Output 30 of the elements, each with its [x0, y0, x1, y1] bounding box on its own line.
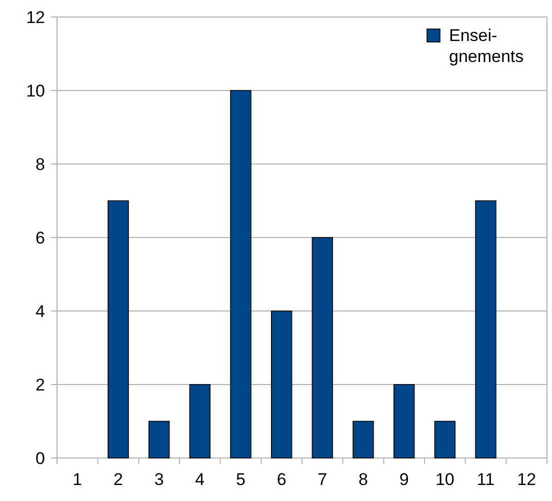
x-tick-label: 12 [517, 470, 536, 489]
bar [148, 420, 170, 458]
bar [475, 200, 496, 458]
y-tick-label: 6 [36, 228, 45, 248]
bar [270, 310, 292, 458]
x-tick-label: 6 [276, 470, 286, 489]
bar [312, 237, 334, 458]
x-tick-label: 5 [236, 470, 246, 489]
x-tick-label: 7 [318, 470, 328, 489]
x-tick-label: 10 [435, 470, 454, 489]
bar [352, 420, 374, 458]
x-tick-label: 2 [114, 470, 123, 489]
bar [434, 420, 456, 458]
bar [189, 384, 211, 458]
x-tick-label: 8 [358, 470, 368, 489]
y-tick-label: 4 [36, 302, 45, 321]
legend-label: Ensei- gnements [449, 26, 524, 66]
y-tick-label: 12 [26, 8, 45, 27]
x-tick-label: 3 [154, 470, 164, 489]
x-tick-label: 1 [72, 470, 82, 489]
x-tick-label: 4 [195, 470, 205, 489]
y-tick-label: 0 [36, 448, 45, 468]
x-tick-label: 11 [476, 470, 495, 489]
x-tick-label: 9 [399, 470, 409, 489]
bar [108, 200, 129, 458]
bar [393, 384, 415, 458]
y-tick-label: 2 [36, 375, 45, 394]
y-tick-label: 10 [26, 81, 45, 100]
bar [230, 90, 252, 458]
y-tick-label: 8 [36, 154, 45, 174]
